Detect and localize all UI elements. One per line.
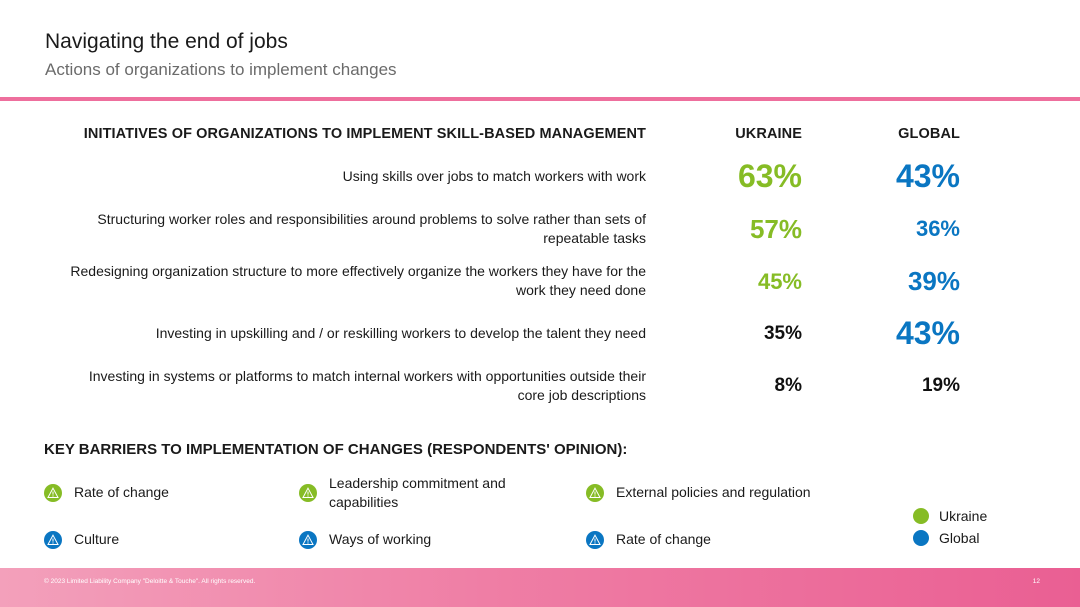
- initiative-label-line: Redesigning organization structure to mo…: [70, 263, 646, 279]
- initiative-row-label: Investing in upskilling and / or reskill…: [36, 324, 646, 343]
- barrier-label-line: Leadership commitment and: [329, 475, 506, 491]
- barrier-label-line: capabilities: [329, 494, 399, 510]
- global-value: 19%: [921, 375, 960, 396]
- slide-title: Navigating the end of jobs: [45, 30, 288, 53]
- barrier-label: External policies and regulation: [616, 484, 811, 500]
- ukraine-value: 63%: [737, 158, 802, 194]
- slide-subtitle: Actions of organizations to implement ch…: [45, 60, 397, 79]
- initiative-label-line: Using skills over jobs to match workers …: [342, 168, 646, 184]
- footer-bar: © 2023 Limited Liability Company "Deloit…: [0, 568, 1080, 607]
- initiative-row-label: Using skills over jobs to match workers …: [36, 167, 646, 186]
- barrier-item-ukraine: Leadership commitment and capabilities: [299, 474, 506, 512]
- initiative-label-line: work they need done: [516, 282, 646, 298]
- ukraine-value: 8%: [774, 375, 802, 396]
- warning-icon: [586, 483, 604, 502]
- green-dot-icon: [913, 508, 929, 524]
- barrier-label: Rate of change: [74, 484, 169, 500]
- ukraine-column-header: UKRAINE: [735, 126, 802, 142]
- warning-icon: [44, 483, 62, 502]
- initiative-row-label: Structuring worker roles and responsibil…: [36, 210, 646, 248]
- global-value: 43%: [895, 158, 960, 194]
- initiative-label-line: Investing in systems or platforms to mat…: [88, 368, 646, 384]
- barrier-item-global: Ways of working: [299, 530, 431, 549]
- barrier-label: Culture: [74, 531, 120, 547]
- warning-icon: [44, 530, 62, 549]
- barrier-label: Leadership commitment and capabilities: [329, 474, 506, 512]
- ukraine-value: 57%: [749, 214, 802, 244]
- blue-dot-icon: [913, 530, 929, 546]
- footer-copyright: © 2023 Limited Liability Company "Deloit…: [44, 578, 256, 585]
- global-value: 39%: [907, 266, 960, 296]
- initiative-label-line: Investing in upskilling and / or reskill…: [155, 325, 646, 341]
- barriers-heading: KEY BARRIERS TO IMPLEMENTATION OF CHANGE…: [44, 441, 628, 458]
- legend-label: Ukraine: [939, 508, 988, 524]
- global-value: 43%: [895, 315, 960, 351]
- ukraine-value: 45%: [757, 269, 802, 294]
- ukraine-value: 35%: [763, 323, 802, 344]
- legend-global: Global: [913, 530, 979, 546]
- barrier-label: Ways of working: [329, 531, 432, 547]
- initiative-label-line: repeatable tasks: [543, 230, 646, 246]
- warning-icon: [299, 484, 317, 502]
- initiative-row-label: Investing in systems or platforms to mat…: [36, 367, 646, 405]
- initiative-label-line: core job descriptions: [517, 387, 646, 403]
- warning-icon: [586, 530, 604, 549]
- global-value: 36%: [915, 216, 960, 241]
- header-divider: [0, 97, 1080, 101]
- barrier-item-global: Culture: [44, 530, 119, 549]
- legend-label: Global: [939, 530, 980, 546]
- initiative-label-line: Structuring worker roles and responsibil…: [97, 211, 646, 227]
- initiative-row-label: Redesigning organization structure to mo…: [36, 262, 646, 300]
- warning-icon: [299, 530, 317, 549]
- barrier-item-ukraine: External policies and regulation: [586, 483, 811, 502]
- initiatives-column-header: INITIATIVES OF ORGANIZATIONS TO IMPLEMEN…: [83, 126, 646, 142]
- barrier-item-global: Rate of change: [586, 530, 711, 549]
- page-number: 12: [1032, 578, 1040, 585]
- barrier-label: Rate of change: [616, 531, 711, 547]
- legend-ukraine: Ukraine: [913, 508, 987, 524]
- barrier-item-ukraine: Rate of change: [44, 483, 169, 502]
- global-column-header: GLOBAL: [898, 126, 960, 142]
